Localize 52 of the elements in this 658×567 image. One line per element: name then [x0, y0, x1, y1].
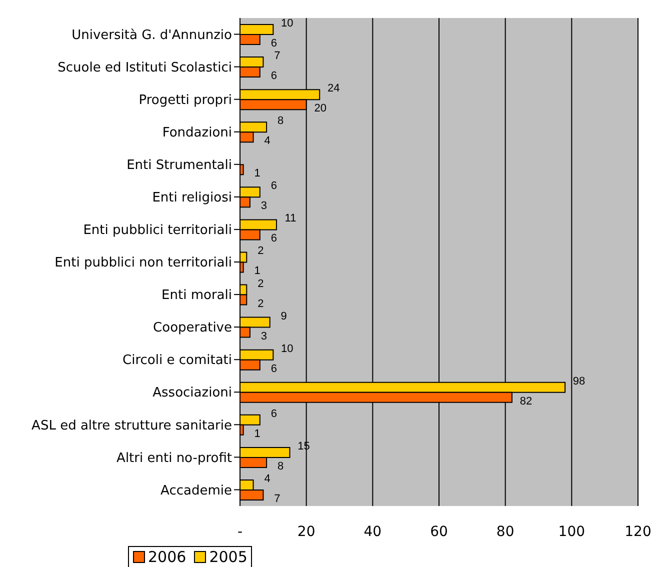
- data-label: 4: [264, 472, 270, 485]
- data-label: 7: [274, 50, 280, 62]
- data-label: 6: [270, 362, 277, 375]
- data-label: 2: [258, 298, 264, 310]
- y-tick-label: Enti morali: [162, 288, 232, 304]
- y-tick-label: Altri enti no-profit: [116, 450, 232, 466]
- legend-label: 2006: [147, 548, 186, 566]
- y-tick-label: Enti pubblici non territoriali: [54, 256, 232, 271]
- y-tick-label: Fondazioni: [162, 125, 232, 140]
- data-label: 2: [258, 245, 264, 258]
- y-tick-label: Enti religiosi: [152, 190, 232, 206]
- y-tick-label: Università G. d'Annunzio: [72, 28, 232, 43]
- y-tick-label: ASL ed altre strutture sanitarie: [32, 418, 232, 434]
- data-label: 3: [260, 330, 268, 342]
- x-tick-label: 120: [624, 524, 652, 540]
- data-label: 8: [277, 115, 284, 128]
- x-tick-label: 100: [558, 524, 586, 540]
- data-label: 6: [270, 180, 277, 192]
- data-label: 82: [520, 395, 532, 408]
- data-label: 1: [254, 168, 260, 180]
- data-label: 7: [274, 492, 280, 505]
- data-label: 6: [270, 232, 277, 245]
- x-tick-label: 40: [364, 524, 382, 540]
- data-label: 1: [254, 428, 260, 440]
- x-tick-label: 80: [496, 524, 514, 540]
- data-label: 6: [270, 38, 277, 50]
- y-tick-label: Scuole ed Istituti Scolastici: [58, 60, 232, 76]
- data-label: 11: [284, 212, 296, 225]
- y-tick-label: Enti Strumentali: [126, 158, 232, 174]
- data-label: 98: [572, 375, 586, 388]
- data-label: 2: [258, 278, 264, 290]
- data-label: 3: [260, 200, 268, 212]
- y-tick-label: Associazioni: [152, 386, 232, 401]
- data-label: 4: [264, 135, 270, 148]
- data-label: 9: [280, 310, 287, 322]
- data-label: 1: [254, 265, 260, 278]
- data-label: 8: [277, 460, 284, 472]
- y-tick-label: Cooperative: [153, 320, 232, 336]
- y-tick-label: Circoli e comitati: [122, 353, 232, 368]
- data-label: 10: [281, 342, 294, 355]
- data-label: 10: [281, 18, 294, 30]
- x-tick-label: 60: [430, 524, 448, 540]
- y-tick-label: Accademie: [160, 483, 232, 498]
- y-tick-label: Progetti propri: [138, 92, 232, 108]
- data-label: 20: [314, 102, 326, 115]
- y-tick-label: Enti pubblici territoriali: [83, 223, 232, 238]
- data-label: 6: [270, 408, 277, 420]
- legend-label: 2005: [208, 548, 248, 566]
- x-tick-label: -: [237, 524, 243, 540]
- data-label: 6: [270, 70, 277, 82]
- data-label: 24: [327, 82, 340, 95]
- x-tick-label: 20: [297, 524, 316, 540]
